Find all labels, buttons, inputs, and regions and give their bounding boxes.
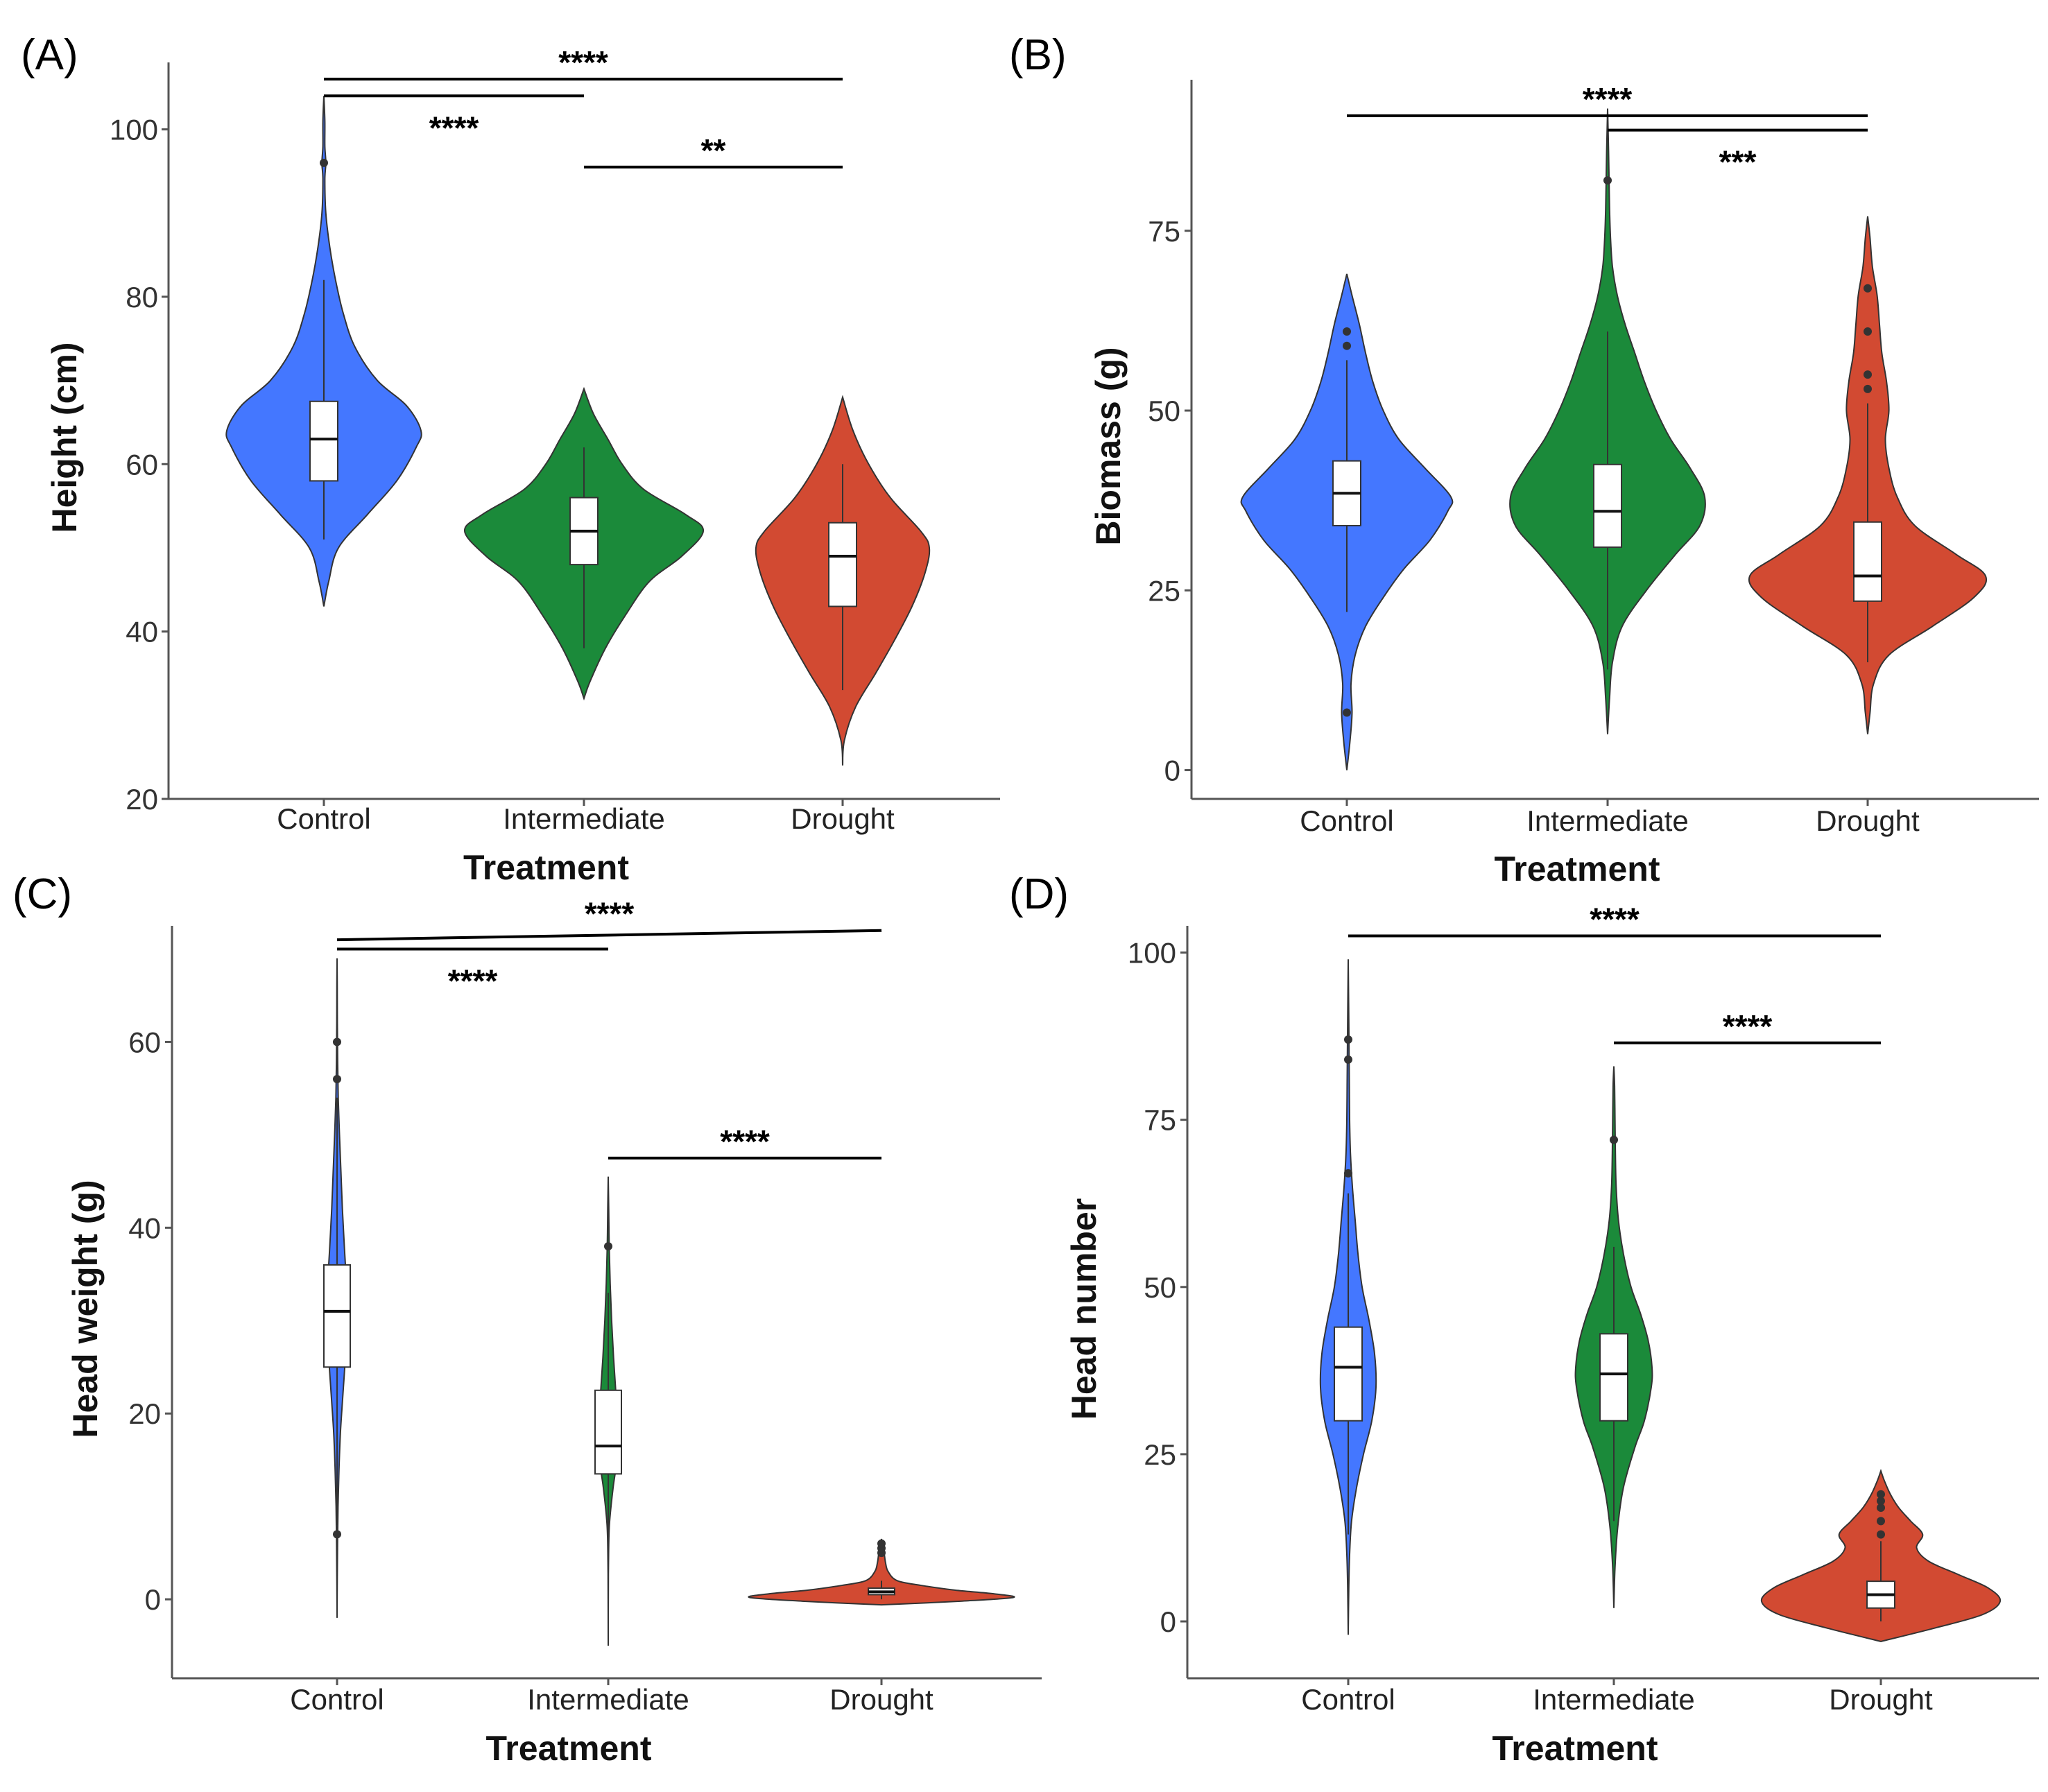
x-tick-label-drought: Drought bbox=[1829, 1683, 1933, 1716]
violin-drought bbox=[748, 1538, 1015, 1606]
y-axis-title: Height (cm) bbox=[45, 343, 84, 533]
y-tick-label: 20 bbox=[126, 783, 158, 816]
x-tick-label-intermediate: Intermediate bbox=[527, 1683, 689, 1716]
box-intermediate bbox=[1599, 1333, 1628, 1422]
y-axis-title: Biomass (g) bbox=[1089, 347, 1128, 545]
box-intermediate bbox=[594, 1389, 622, 1475]
significance-bracket bbox=[336, 929, 882, 942]
x-tick-label-intermediate: Intermediate bbox=[503, 802, 664, 835]
x-tick-label-control: Control bbox=[1301, 1683, 1395, 1716]
significance-label: **** bbox=[585, 896, 635, 932]
outlier-point bbox=[1877, 1517, 1885, 1526]
x-tick-label-drought: Drought bbox=[791, 802, 895, 835]
x-tick-label-intermediate: Intermediate bbox=[1533, 1683, 1694, 1716]
outlier-point bbox=[1610, 1135, 1618, 1144]
outlier-point bbox=[877, 1539, 886, 1548]
outlier-point bbox=[1343, 708, 1351, 717]
outlier-point bbox=[1344, 1055, 1352, 1064]
x-tick-label-drought: Drought bbox=[829, 1683, 933, 1716]
x-axis-title: Treatment bbox=[1492, 1729, 1658, 1768]
y-axis-title: Head weight (g) bbox=[66, 1180, 105, 1438]
y-tick-label: 20 bbox=[128, 1397, 161, 1430]
significance-label: *** bbox=[1719, 144, 1757, 180]
y-tick-label: 60 bbox=[126, 448, 158, 481]
box-intermediate bbox=[1593, 463, 1622, 549]
outlier-point bbox=[1343, 327, 1351, 336]
y-axis-title: Head number bbox=[1065, 1198, 1103, 1420]
y-tick-label: 60 bbox=[128, 1026, 161, 1058]
panel-a: 20 40 60 80 100 Control Intermediate Drought Tre… bbox=[21, 31, 1000, 887]
x-axis-title: Treatment bbox=[463, 848, 629, 887]
y-tick-label: 100 bbox=[1128, 937, 1176, 970]
box-drought bbox=[1853, 521, 1882, 602]
significance-label: **** bbox=[429, 110, 479, 146]
outlier-point bbox=[1864, 284, 1872, 293]
outlier-point bbox=[320, 158, 328, 167]
panel-label: (C) bbox=[12, 870, 72, 918]
outlier-point bbox=[1864, 384, 1872, 393]
x-tick-label-control: Control bbox=[277, 802, 370, 835]
outlier-point bbox=[1877, 1504, 1885, 1513]
significance-label: **** bbox=[720, 1123, 770, 1160]
y-tick-label: 50 bbox=[1148, 395, 1180, 427]
y-tick-label: 75 bbox=[1148, 215, 1180, 248]
significance-label: **** bbox=[1590, 901, 1640, 937]
outlier-point bbox=[333, 1530, 341, 1539]
box-control bbox=[323, 1264, 351, 1368]
y-tick-label: 40 bbox=[126, 616, 158, 648]
box-control bbox=[309, 400, 338, 482]
y-tick-label: 0 bbox=[145, 1583, 161, 1616]
outlier-point bbox=[1343, 341, 1351, 350]
outlier-point bbox=[1864, 327, 1872, 336]
significance-label: **** bbox=[448, 963, 498, 999]
significance-label: ** bbox=[701, 132, 726, 169]
y-tick-label: 25 bbox=[1144, 1438, 1176, 1471]
significance-label: **** bbox=[558, 44, 608, 80]
y-tick-label: 80 bbox=[126, 281, 158, 313]
y-tick-label: 0 bbox=[1164, 755, 1180, 787]
outlier-point bbox=[1877, 1490, 1885, 1499]
panel-d: 0 25 50 75 100 Control Intermediate Drought Trea… bbox=[1009, 870, 2039, 1768]
panel-c: 0 20 40 60 Control Intermediate Drought Treatme… bbox=[12, 870, 1042, 1768]
outlier-point bbox=[1877, 1497, 1885, 1506]
significance-label: **** bbox=[1583, 81, 1633, 117]
outlier-point bbox=[333, 1075, 341, 1084]
x-tick-label-drought: Drought bbox=[1816, 804, 1920, 837]
panel-label: (B) bbox=[1009, 31, 1067, 79]
x-axis-title: Treatment bbox=[1495, 850, 1660, 888]
outlier-point bbox=[333, 1037, 341, 1046]
outlier-point bbox=[1877, 1530, 1885, 1539]
y-tick-label: 50 bbox=[1144, 1271, 1176, 1304]
panel-b: 0 25 50 75 Control Intermediate Drought Treatme… bbox=[1009, 31, 2039, 888]
y-tick-label: 40 bbox=[128, 1212, 161, 1244]
y-tick-label: 0 bbox=[1160, 1605, 1176, 1638]
x-axis-title: Treatment bbox=[486, 1729, 652, 1768]
x-tick-label-control: Control bbox=[1300, 804, 1393, 837]
y-tick-label: 100 bbox=[110, 114, 158, 146]
outlier-point bbox=[1864, 370, 1872, 379]
panel-label: (D) bbox=[1009, 870, 1069, 918]
y-tick-label: 25 bbox=[1148, 574, 1180, 607]
outlier-point bbox=[604, 1242, 612, 1251]
panel-label: (A) bbox=[21, 31, 78, 79]
x-tick-label-control: Control bbox=[290, 1683, 384, 1716]
x-tick-label-intermediate: Intermediate bbox=[1526, 804, 1688, 837]
box-control bbox=[1334, 1326, 1363, 1422]
outlier-point bbox=[1344, 1035, 1352, 1044]
y-tick-label: 75 bbox=[1144, 1104, 1176, 1137]
box-drought bbox=[828, 522, 857, 608]
outlier-point bbox=[1344, 1169, 1352, 1178]
significance-label: **** bbox=[1723, 1008, 1773, 1044]
outlier-point bbox=[1603, 176, 1612, 185]
